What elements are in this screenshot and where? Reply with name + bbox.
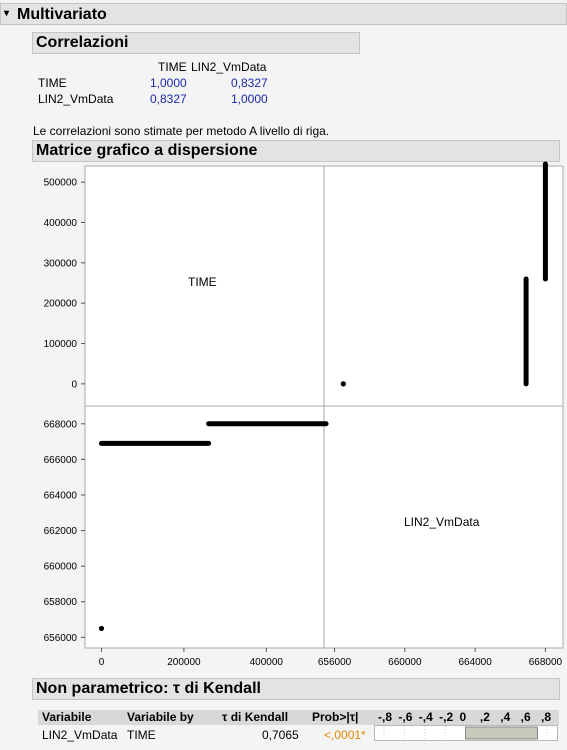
kendall-tau-bar [374,725,558,741]
y-tick-label-time: 300000 [44,258,78,269]
y-tick-label-lin2: 658000 [44,597,78,608]
kendall-header[interactable]: Non parametrico: τ di Kendall [32,678,560,700]
y-tick-label-time: 200000 [44,299,78,310]
kendall-header-row [38,710,559,725]
scatter-matrix-header[interactable]: Matrice grafico a dispersione [32,140,560,162]
kendall-col-prob: Prob>|τ| [312,710,359,724]
corr-cell: 0,8327 [150,92,187,106]
tau-bar-fill [465,726,538,740]
y-tick-label-lin2: 664000 [44,490,78,501]
y-tick-label-lin2: 656000 [44,633,78,644]
kendall-col-tau: τ di Kendall [222,710,289,724]
diag-label-lin2: LIN2_VmData [404,515,480,529]
x-tick-label-lin2: 668000 [529,657,563,668]
kendall-row-by: TIME [127,728,156,742]
y-tick-label-time: 500000 [44,178,78,189]
bar-tick-label: -,6 [398,710,413,724]
y-tick-label-lin2: 668000 [44,419,78,430]
y-tick-label-lin2: 660000 [44,562,78,573]
kendall-col-by: Variabile by [127,710,194,724]
col-header-time: TIME [158,60,187,74]
x-tick-label-lin2: 656000 [318,657,352,668]
row-label-lin2: LIN2_VmData [38,92,114,106]
page-title: Multivariato [17,6,107,23]
corr-cell: 0,8327 [231,76,268,90]
disclosure-triangle-icon[interactable]: ▾ [4,8,10,19]
scatter-point [340,381,346,387]
bar-tick-label: -,2 [439,710,454,724]
x-tick-label-lin2: 660000 [388,657,422,668]
x-tick-label-lin2: 664000 [458,657,492,668]
y-tick-label-time: 400000 [44,218,78,229]
bar-tick-label: 0 [459,710,467,724]
corr-cell: 1,0000 [150,76,187,90]
x-tick-label-time: 400000 [250,657,284,668]
bar-tick-label: ,4 [500,710,511,724]
kendall-col-variabile: Variabile [42,710,92,724]
y-tick-label-lin2: 662000 [44,526,78,537]
scatter-point [98,625,105,632]
x-tick-label-time: 0 [99,657,105,668]
kendall-title: Non parametrico: τ di Kendall [36,680,261,697]
kendall-row-prob: <,0001* [324,728,366,742]
kendall-row-var: LIN2_VmData [42,728,118,742]
corr-cell: 1,0000 [231,92,268,106]
bar-tick-label: ,6 [520,710,531,724]
bar-tick-label: ,2 [479,710,490,724]
bar-tick-label: -,4 [418,710,433,724]
correlations-header[interactable]: Correlazioni [32,32,360,54]
scatter-matrix-chart: 500000 400000 300000 200000 100000 0 668000 666… [44,161,564,668]
y-tick-label-time: 100000 [44,339,78,350]
diag-label-time: TIME [188,275,217,289]
kendall-row-tau: 0,7065 [262,728,299,742]
bar-tick-label: -,8 [378,710,393,724]
y-tick-label-lin2: 666000 [44,455,78,466]
row-label-time: TIME [38,76,67,90]
col-header-lin2: LIN2_VmData [191,60,267,74]
correlation-note: Le correlazioni sono stimate per metodo … [33,124,330,138]
x-tick-label-time: 200000 [167,657,201,668]
bar-tick-label: ,8 [541,710,552,724]
scatter-matrix-title: Matrice grafico a dispersione [36,142,258,159]
y-tick-label-time: 0 [71,379,77,390]
correlations-title: Correlazioni [36,34,129,51]
multivariate-header[interactable]: ▾ Multivariato [0,3,567,25]
